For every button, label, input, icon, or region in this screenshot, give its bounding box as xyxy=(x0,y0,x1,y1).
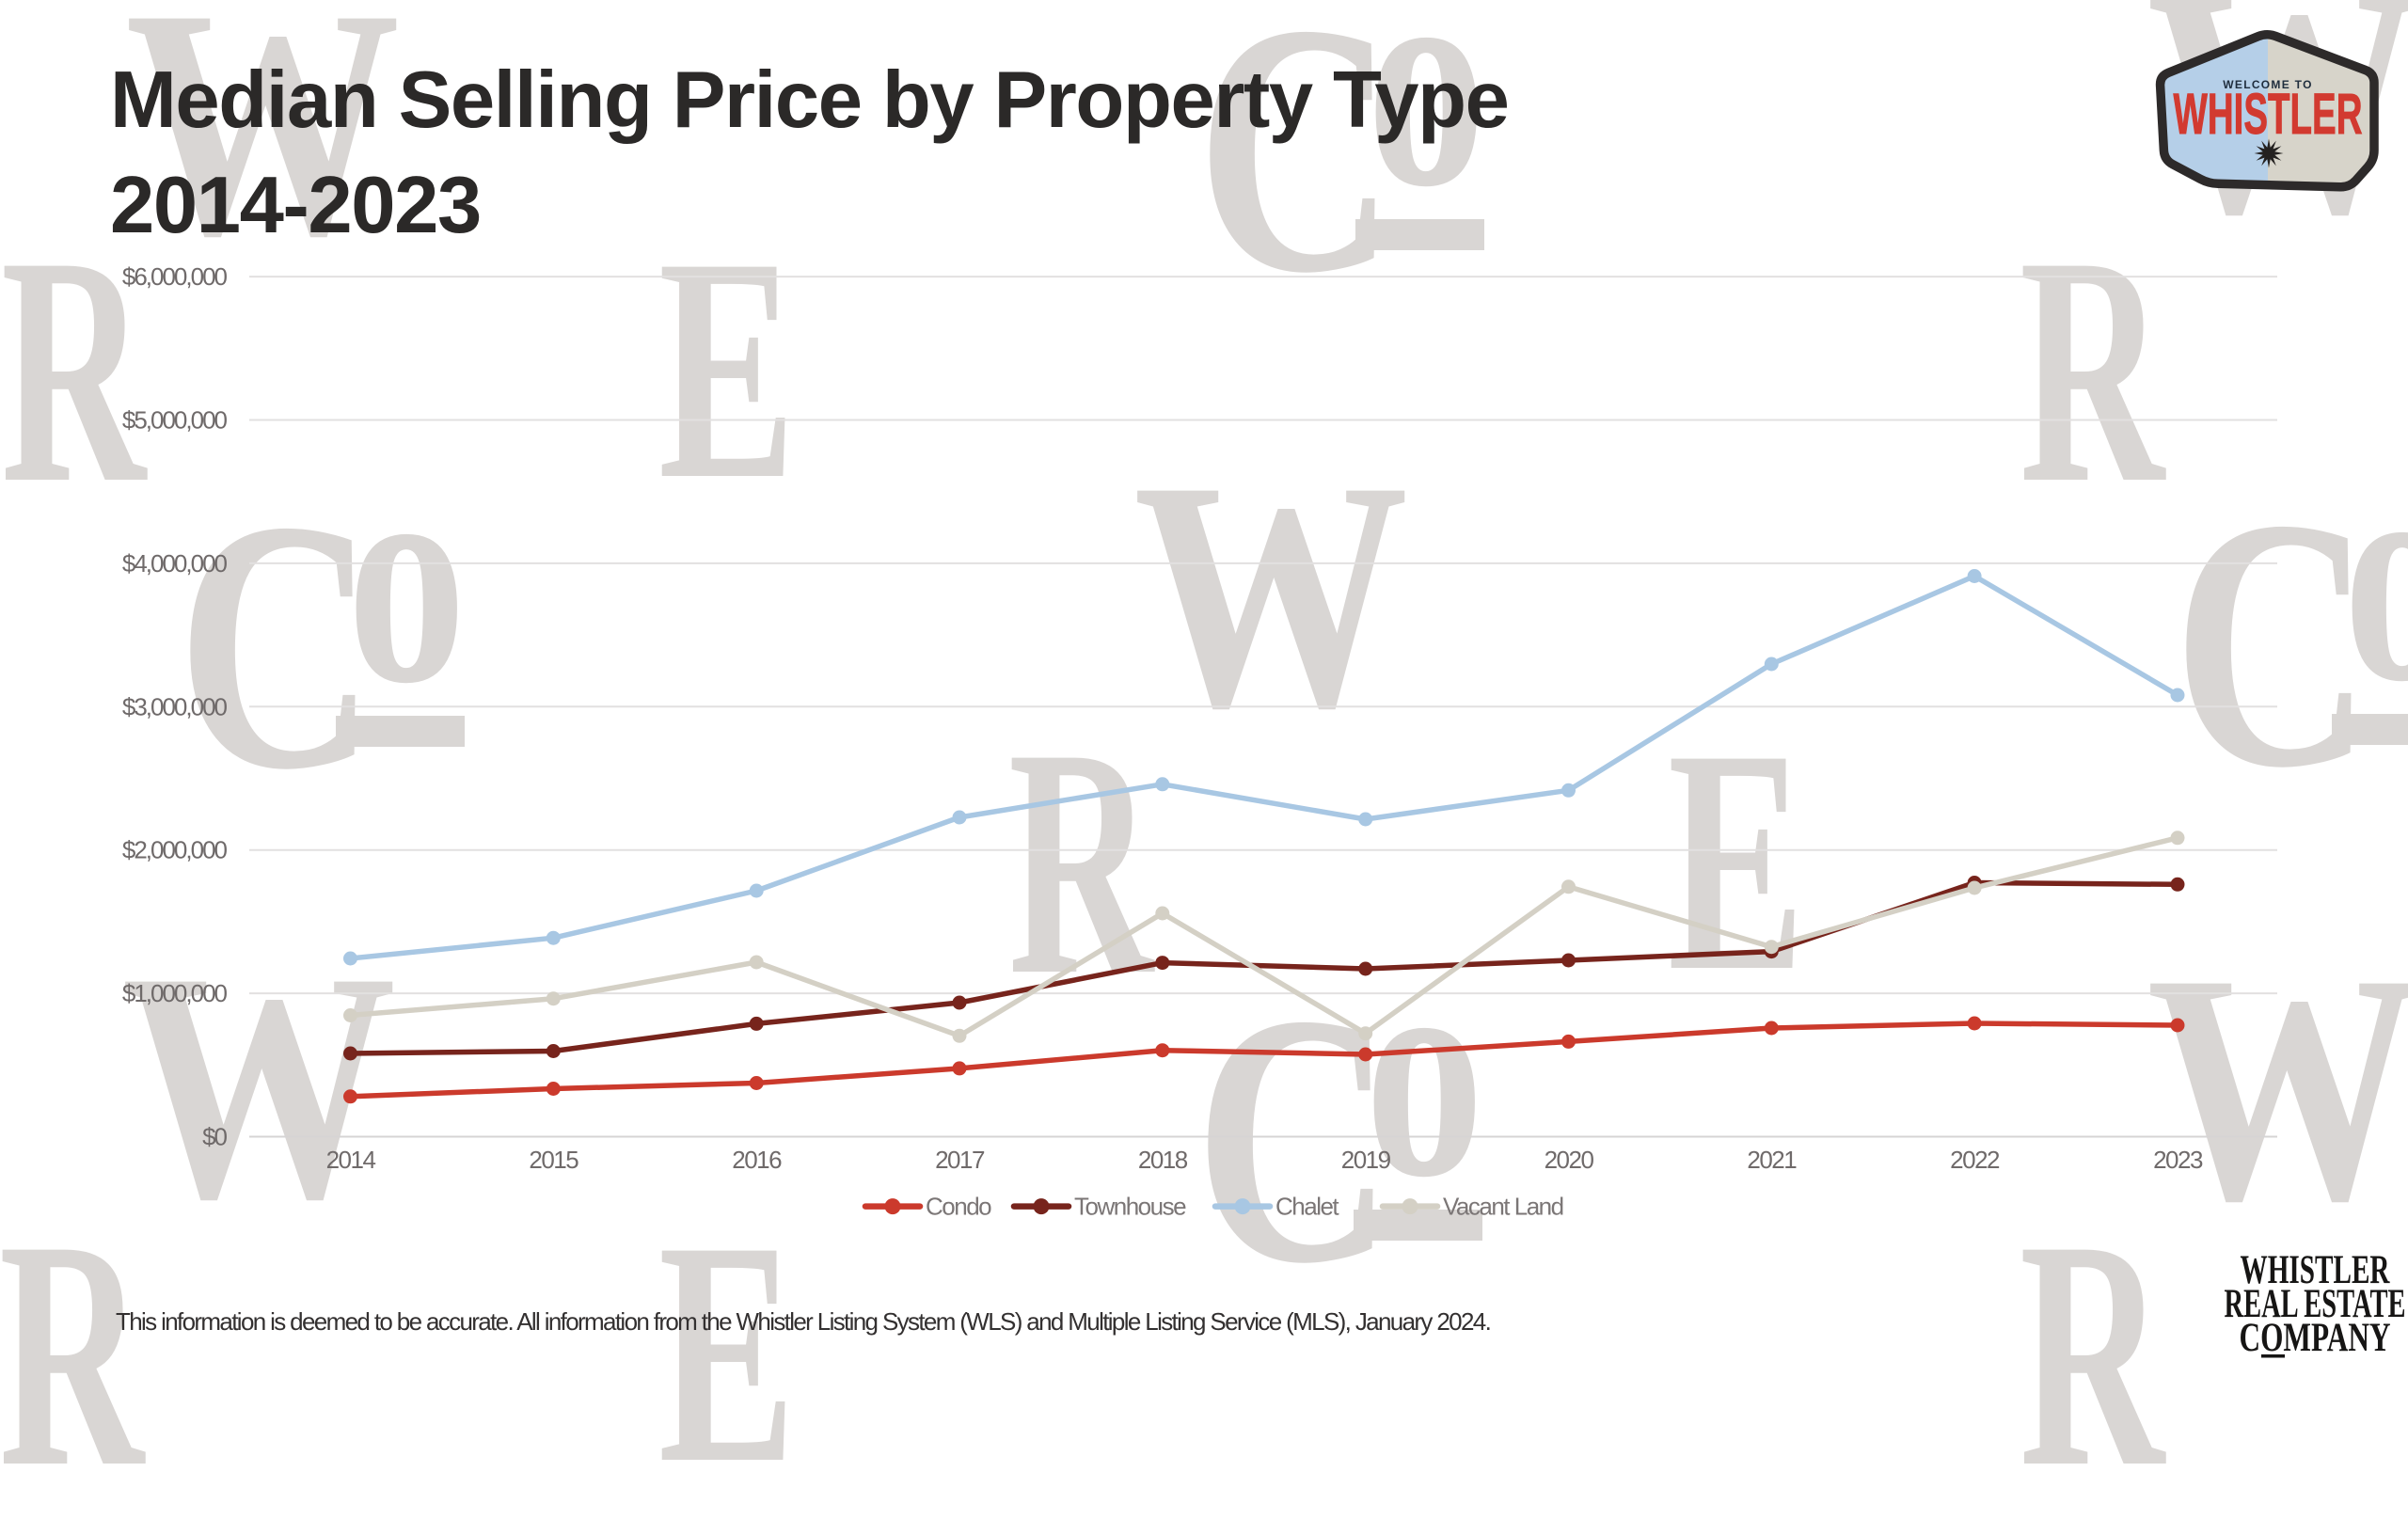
svg-text:$2,000,000: $2,000,000 xyxy=(122,836,228,864)
svg-text:Chalet: Chalet xyxy=(1275,1193,1339,1221)
svg-text:$1,000,000: $1,000,000 xyxy=(122,979,228,1007)
svg-text:$5,000,000: $5,000,000 xyxy=(122,406,228,435)
svg-text:WHISTLER: WHISTLER xyxy=(2241,1255,2391,1292)
svg-text:REAL ESTATE: REAL ESTATE xyxy=(2225,1282,2406,1326)
svg-text:2019: 2019 xyxy=(1341,1146,1391,1174)
svg-text:2017: 2017 xyxy=(935,1146,985,1174)
svg-text:$4,000,000: $4,000,000 xyxy=(122,549,228,578)
svg-text:$6,000,000: $6,000,000 xyxy=(122,262,228,291)
svg-text:2015: 2015 xyxy=(529,1146,578,1174)
svg-text:2021: 2021 xyxy=(1747,1146,1797,1174)
svg-text:$3,000,000: $3,000,000 xyxy=(122,692,228,720)
svg-text:2020: 2020 xyxy=(1545,1146,1594,1174)
svg-text:COMPANY: COMPANY xyxy=(2240,1316,2391,1360)
svg-text:WELCOME TO: WELCOME TO xyxy=(2223,78,2312,91)
svg-text:Vacant Land: Vacant Land xyxy=(1443,1193,1563,1221)
svg-text:$0: $0 xyxy=(202,1123,227,1151)
svg-text:Townhouse: Townhouse xyxy=(1074,1193,1186,1221)
svg-text:2018: 2018 xyxy=(1138,1146,1188,1174)
svg-text:2023: 2023 xyxy=(2153,1146,2203,1174)
svg-text:WHISTLER: WHISTLER xyxy=(2174,82,2363,146)
svg-text:2022: 2022 xyxy=(1950,1146,2000,1174)
svg-text:2016: 2016 xyxy=(732,1146,782,1174)
svg-text:2014: 2014 xyxy=(326,1146,376,1174)
svg-text:Condo: Condo xyxy=(926,1193,991,1221)
